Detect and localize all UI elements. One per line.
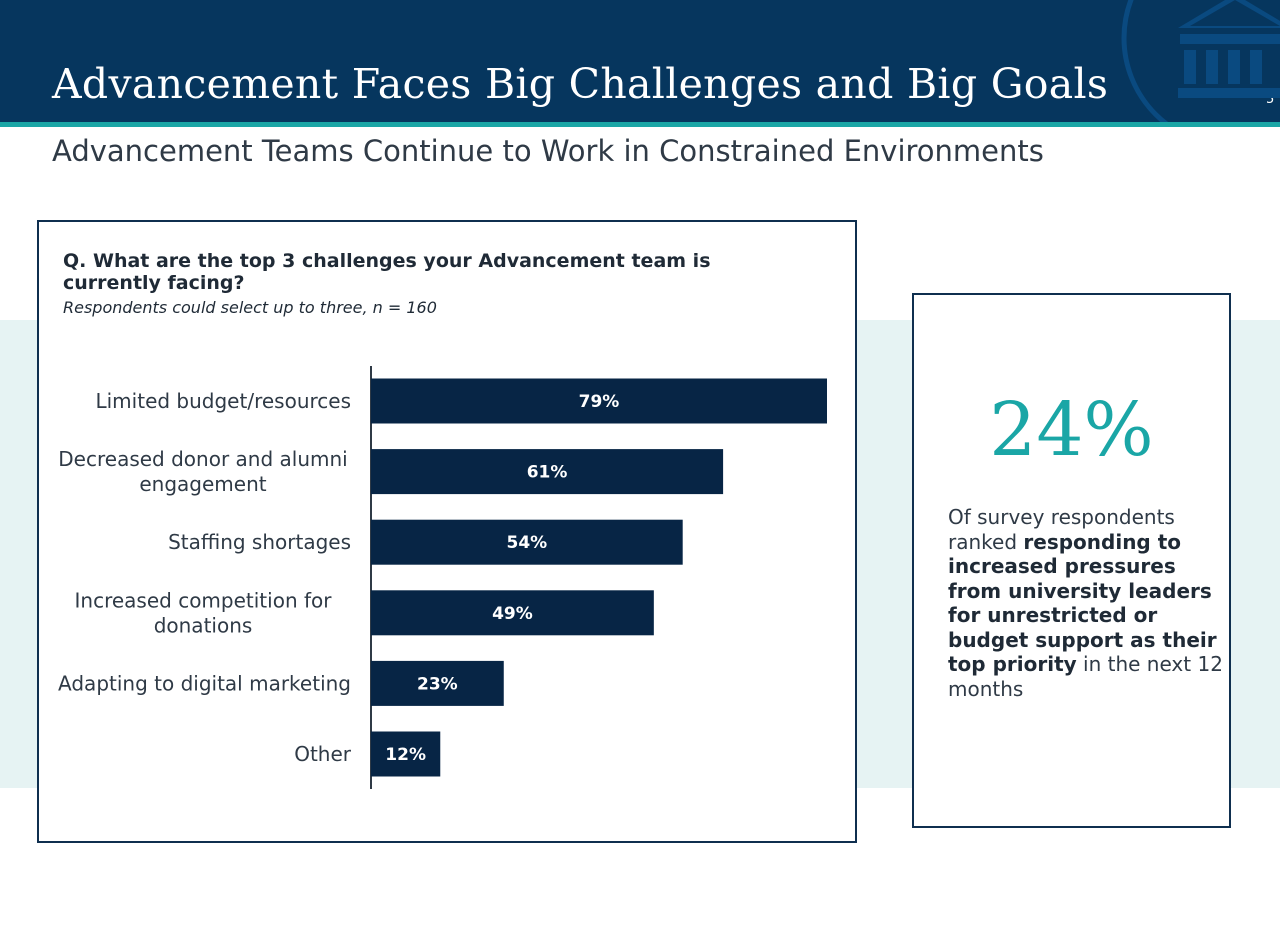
category-label: Increased competition for donations	[75, 588, 333, 637]
slide-title: Advancement Faces Big Challenges and Big…	[52, 60, 1109, 108]
category-label: Limited budget/resources	[95, 389, 351, 413]
stat-description: Of survey respondents ranked responding …	[948, 505, 1223, 701]
bar	[371, 519, 683, 565]
stat-text-bold: responding to increased pressures from u…	[948, 529, 1217, 677]
header-accent-rule	[0, 122, 1280, 127]
bar	[371, 449, 724, 495]
survey-note: Respondents could select up to three, n …	[63, 298, 437, 317]
bar	[371, 590, 654, 636]
category-label-line: Increased competition for	[75, 588, 333, 612]
category-label-line: Limited budget/resources	[95, 389, 351, 413]
bar	[371, 731, 441, 777]
data-label: 49%	[492, 604, 533, 624]
chart-card: Q. What are the top 3 challenges your Ad…	[37, 220, 857, 843]
category-label-line: Decreased donor and alumni	[58, 447, 347, 471]
survey-question: Q. What are the top 3 challenges your Ad…	[63, 250, 711, 294]
header-band: Advancement Faces Big Challenges and Big…	[0, 0, 1280, 122]
category-label-line: Adapting to digital marketing	[58, 671, 351, 695]
data-label: 61%	[527, 463, 568, 483]
category-label-line: donations	[154, 613, 253, 637]
bar-chart: 79% Limited budget/resources 61% Decreased …	[58, 366, 827, 789]
category-label: Adapting to digital marketing	[58, 671, 351, 695]
data-label: 79%	[579, 392, 620, 412]
category-label-line: Other	[294, 742, 352, 766]
data-label: 23%	[417, 674, 458, 694]
stat-card: 24% Of survey respondents ranked respond…	[912, 293, 1231, 828]
data-label: 54%	[506, 533, 547, 553]
stat-text-before: Of survey respondents ranked	[948, 505, 1175, 554]
stat-value: 24%	[989, 387, 1154, 473]
category-label: Other	[294, 742, 352, 766]
building-columns-icon	[1121, 0, 1280, 122]
category-label: Decreased donor and alumni engagement	[58, 447, 347, 496]
data-label: 12%	[385, 745, 426, 765]
category-label: Staffing shortages	[168, 530, 351, 554]
page-number: 5	[1266, 92, 1275, 107]
bar	[371, 378, 827, 424]
stat-text-after: in the next 12 months	[948, 652, 1223, 701]
slide-subtitle: Advancement Teams Continue to Work in Co…	[52, 134, 1044, 168]
category-label-line: engagement	[139, 472, 266, 496]
category-label-line: Staffing shortages	[168, 530, 351, 554]
bar	[371, 660, 504, 706]
